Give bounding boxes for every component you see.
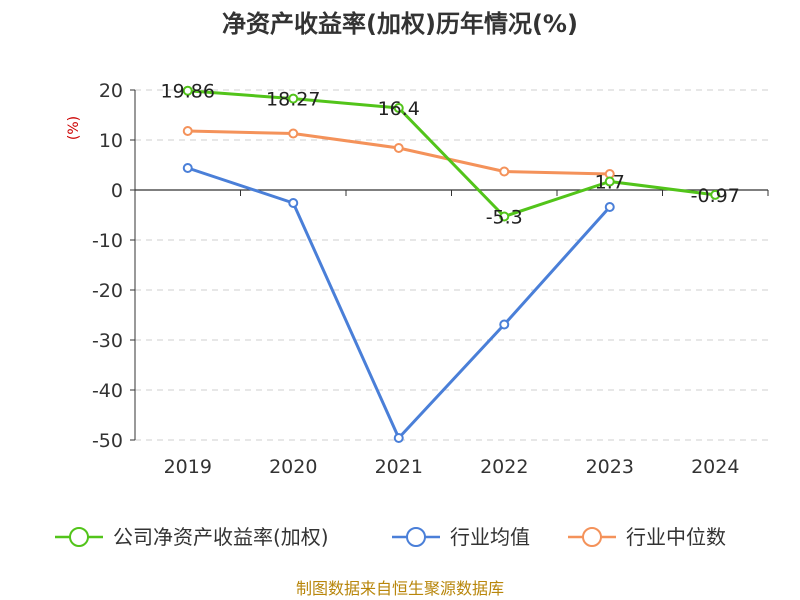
data-point-0	[710, 189, 721, 200]
data-point-0	[604, 176, 615, 187]
data-label: 18.27	[266, 89, 320, 111]
source-note: 制图数据来自恒生聚源数据库	[296, 579, 504, 598]
data-point-2	[288, 128, 299, 139]
data-point-0	[499, 211, 510, 222]
y-tick-label: 0	[111, 180, 123, 202]
data-point-2	[393, 143, 404, 153]
y-tick-label: 20	[99, 80, 123, 102]
y-tick-label: -30	[92, 330, 123, 352]
x-tick-label: 2023	[586, 456, 634, 478]
data-point-0	[393, 103, 404, 113]
legend-label-1: 行业均值	[450, 525, 530, 549]
data-point-1	[499, 319, 510, 330]
data-label: 1.7	[595, 172, 625, 194]
x-tick-label: 2022	[480, 456, 528, 478]
legend-marker-0	[69, 527, 89, 547]
grid-layer	[135, 89, 768, 441]
data-label: -0.97	[691, 185, 740, 207]
data-point-1	[288, 198, 299, 208]
data-label: 16.4	[378, 98, 420, 120]
legend-label-2: 行业中位数	[626, 525, 726, 549]
data-point-1	[393, 433, 404, 443]
y-axis-label: (%)	[66, 116, 82, 140]
legend-label-0: 公司净资产收益率(加权)	[113, 525, 329, 549]
axis-layer: 20 10 0 -10 -20 -30 -40 -50 2019 2020 2021 2022 2023…	[92, 80, 769, 478]
x-tick-label: 2019	[164, 456, 212, 478]
x-tick-label: 2020	[269, 456, 317, 478]
data-point-0	[288, 93, 299, 104]
y-tick-label: -10	[92, 230, 123, 252]
legend: 公司净资产收益率(加权) 行业均值 行业中位数	[55, 525, 726, 549]
data-label: -5.3	[486, 207, 523, 229]
x-tick-label: 2024	[691, 456, 739, 478]
label-layer: 19.86 18.27 16.4 -5.3 1.7 -0.97	[161, 81, 740, 229]
y-tick-label: -50	[92, 430, 123, 452]
data-point-1	[182, 163, 193, 173]
data-label: 19.86	[161, 81, 215, 103]
legend-marker-1	[406, 527, 426, 547]
data-point-2	[182, 126, 193, 136]
data-point-0	[182, 85, 193, 96]
legend-marker-2	[582, 527, 602, 547]
y-tick-label: -20	[92, 280, 123, 302]
y-tick-label: 10	[99, 130, 123, 152]
series-line-0	[187, 89, 716, 218]
data-point-2	[499, 166, 510, 177]
y-tick-label: -40	[92, 380, 123, 402]
series-line-1	[187, 166, 611, 440]
chart-title: 净资产收益率(加权)历年情况(%)	[222, 10, 578, 38]
series-layer	[182, 85, 721, 443]
x-tick-label: 2021	[375, 456, 423, 478]
data-point-1	[604, 202, 615, 212]
